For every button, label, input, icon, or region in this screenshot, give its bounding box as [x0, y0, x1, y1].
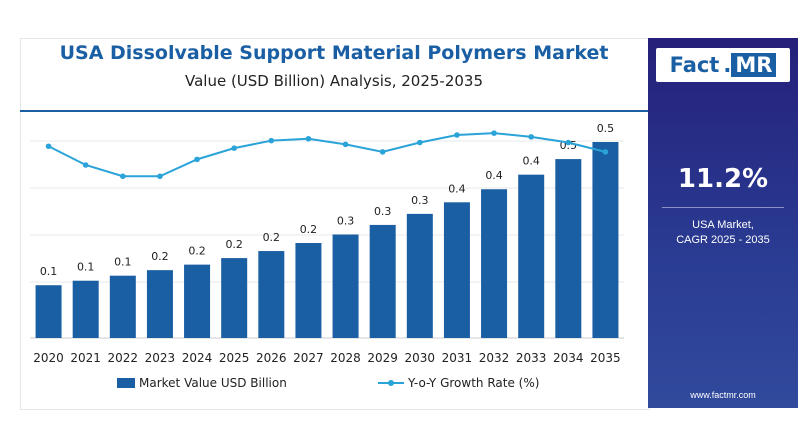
legend-line-swatch: [378, 378, 404, 388]
bar-2021: [72, 280, 99, 338]
title-divider: [20, 110, 648, 112]
growth-rate-point: [602, 149, 609, 155]
bar-2034: [555, 159, 582, 338]
logo-mr-text: MR: [731, 53, 777, 77]
bar-value-label: 0.1: [77, 261, 95, 274]
panel-divider: [662, 207, 784, 208]
bar-2032: [481, 189, 508, 338]
cagr-label: USA Market, CAGR 2025 - 2035: [648, 218, 798, 248]
x-tick-label: 2032: [479, 351, 510, 365]
bar-value-label: 0.2: [225, 238, 243, 251]
bar-2030: [406, 213, 433, 338]
x-tick-label: 2033: [516, 351, 547, 365]
bar-value-label: 0.1: [114, 256, 132, 269]
growth-rate-point: [194, 156, 200, 163]
x-tick-label: 2035: [590, 351, 621, 365]
growth-rate-point: [417, 139, 423, 146]
bar-value-label: 0.2: [188, 245, 206, 258]
summary-panel: [648, 38, 798, 408]
bar-value-label: 0.2: [151, 250, 169, 263]
bar-2031: [443, 202, 470, 338]
growth-rate-point: [305, 135, 312, 142]
x-tick-label: 2025: [219, 351, 250, 365]
x-tick-label: 2024: [182, 351, 213, 365]
bar-2027: [295, 243, 322, 338]
growth-rate-point: [379, 149, 386, 155]
legend-bar-label: Market Value USD Billion: [139, 376, 287, 390]
growth-rate-point: [528, 134, 534, 140]
bar-value-label: 0.2: [300, 223, 318, 236]
bar-value-label: 0.3: [374, 205, 392, 218]
factmr-logo: Fact. MR: [656, 48, 790, 82]
bar-value-label: 0.3: [337, 214, 355, 227]
x-tick-label: 2021: [70, 351, 101, 365]
legend-line-label: Y-o-Y Growth Rate (%): [408, 376, 540, 390]
growth-rate-point: [268, 137, 275, 144]
x-tick-label: 2031: [442, 351, 473, 365]
legend-line: Y-o-Y Growth Rate (%): [378, 376, 539, 390]
bar-2020: [35, 285, 62, 338]
chart-card: [20, 38, 650, 410]
cagr-label-line1: USA Market,: [692, 219, 754, 231]
chart-title: USA Dissolvable Support Material Polymer…: [59, 42, 609, 64]
x-tick-label: 2027: [293, 351, 324, 365]
growth-rate-point: [120, 173, 126, 180]
bar-2025: [221, 258, 248, 338]
bar-2029: [369, 224, 396, 338]
x-tick-label: 2030: [405, 351, 436, 365]
bar-2022: [109, 275, 136, 338]
x-tick-label: 2022: [108, 351, 139, 365]
x-tick-label: 2029: [367, 351, 398, 365]
cagr-value: 11.2%: [677, 164, 769, 194]
bar-value-label: 0.3: [411, 194, 429, 207]
logo-fact-text: Fact: [669, 53, 720, 77]
growth-rate-point: [231, 145, 237, 151]
bar-2028: [332, 234, 359, 338]
x-tick-label: 2028: [330, 351, 361, 365]
bar-2024: [184, 264, 211, 338]
cagr-label-line2: CAGR 2025 - 2035: [676, 234, 770, 246]
growth-rate-point: [491, 130, 497, 136]
growth-rate-line: [48, 132, 606, 178]
bar-value-label: 0.2: [263, 231, 281, 244]
growth-rate-point: [82, 162, 89, 168]
bar-value-label: 0.5: [597, 122, 615, 135]
bar-2023: [146, 270, 173, 338]
x-tick-label: 2020: [33, 351, 64, 365]
growth-rate-point: [157, 173, 163, 180]
growth-rate-point: [565, 139, 572, 146]
growth-rate-point: [45, 143, 52, 150]
legend-bar: Market Value USD Billion: [117, 376, 287, 390]
bar-2033: [518, 174, 545, 338]
x-tick-label: 2034: [553, 351, 584, 365]
bar-value-label: 0.4: [485, 169, 503, 182]
bar-value-label: 0.1: [40, 265, 58, 278]
x-tick-label: 2026: [256, 351, 287, 365]
growth-rate-point: [454, 132, 460, 138]
chart-subtitle: Value (USD Billion) Analysis, 2025-2035: [185, 72, 483, 90]
bar-value-label: 0.4: [522, 155, 540, 168]
bar-value-label: 0.4: [448, 182, 466, 195]
growth-rate-point: [342, 141, 349, 148]
x-tick-label: 2023: [145, 351, 176, 365]
bar-2026: [258, 251, 285, 338]
bar-2035: [592, 142, 619, 338]
legend-bar-swatch: [117, 378, 135, 388]
website-link[interactable]: www.factmr.com: [690, 390, 756, 400]
logo-dot: .: [723, 53, 732, 77]
